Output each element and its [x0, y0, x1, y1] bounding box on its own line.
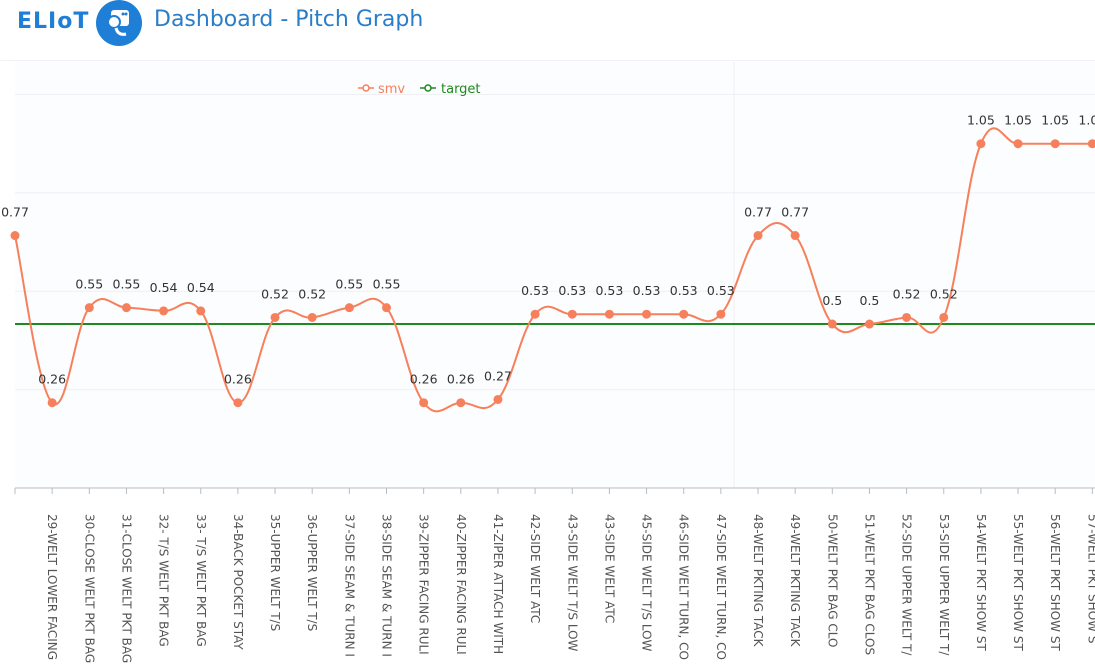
- smv-data-label: 0.26: [447, 372, 475, 387]
- x-tick-label: 33- T/S WELT PKT BAG: [194, 514, 208, 647]
- smv-point: [159, 306, 169, 316]
- smv-data-label: 0.77: [744, 205, 772, 220]
- smv-point: [716, 309, 726, 319]
- smv-point: [382, 303, 391, 313]
- smv-data-label: 0.53: [670, 283, 698, 298]
- x-tick-label: 29-WELT LOWER FACING: [45, 514, 59, 660]
- x-tick-label: 36-UPPER WELT T/S: [305, 514, 319, 631]
- x-tick-label: 34-BACK POCKET STAY: [231, 514, 245, 650]
- x-tick-label: 37-SIDE SEAM & TURN I: [342, 514, 356, 657]
- x-tick-label: 43-SIDE WELT ATC: [602, 514, 616, 623]
- smv-point: [567, 309, 577, 319]
- smv-data-label: 0.54: [187, 280, 215, 295]
- smv-point: [1013, 139, 1023, 149]
- smv-data-label: 1.05: [1004, 113, 1032, 128]
- robot-badge-icon: [96, 0, 142, 46]
- smv-point: [419, 398, 429, 408]
- smv-point: [1087, 139, 1095, 149]
- smv-data-label: 0.26: [38, 372, 66, 387]
- smv-data-label: 1.05: [1041, 113, 1069, 128]
- x-tick-label: 43-SIDE WELT T/S LOW: [565, 514, 579, 652]
- smv-point: [121, 303, 131, 313]
- x-tick-label: 54-WELT PKT SHOW ST: [974, 514, 988, 651]
- x-tick-label: 39-ZIPPER FACING RULI: [417, 514, 431, 655]
- smv-data-label: 0.55: [75, 277, 103, 292]
- header: ELIoT Dashboard - Pitch Graph: [0, 0, 1095, 61]
- smv-point: [753, 231, 763, 241]
- smv-point: [47, 398, 57, 408]
- x-tick-label: 57-WELT PKT SHOW S: [1085, 514, 1095, 643]
- plot-area: [15, 62, 1095, 488]
- smv-point: [679, 309, 689, 319]
- smv-point: [790, 231, 800, 241]
- smv-point: [10, 231, 20, 241]
- smv-data-label: 0.53: [633, 283, 661, 298]
- smv-point: [270, 312, 280, 322]
- x-tick-label: 52-SIDE UPPER WELT T/: [900, 514, 914, 656]
- smv-data-label: 0.52: [261, 286, 289, 301]
- x-tick-label: 32- T/S WELT PKT BAG: [157, 514, 171, 647]
- x-tick-label: 55-WELT PKT SHOW ST: [1011, 514, 1025, 651]
- smv-point: [939, 312, 949, 322]
- smv-point: [456, 398, 466, 408]
- x-tick-label: 30-CLOSE WELT PKT BAG: [82, 514, 96, 663]
- smv-point: [642, 309, 652, 319]
- smv-data-label: 0.55: [335, 277, 363, 292]
- x-tick-label: 46-SIDE WELT TURN, CO: [677, 514, 691, 660]
- smv-data-label: 0.5: [822, 293, 842, 308]
- smv-data-label: 0.53: [521, 283, 549, 298]
- smv-point: [307, 312, 317, 322]
- smv-point: [976, 139, 986, 149]
- smv-data-label: 0.26: [224, 372, 252, 387]
- smv-point: [530, 309, 540, 319]
- smv-data-label: 0.53: [595, 283, 623, 298]
- legend-smv-marker: [362, 84, 370, 92]
- smv-data-label: 0.77: [781, 205, 809, 220]
- smv-data-label: 0.5: [860, 293, 880, 308]
- smv-data-label: 0.54: [150, 280, 178, 295]
- smv-point: [1050, 139, 1060, 149]
- x-tick-label: 38-SIDE SEAM & TURN I: [380, 514, 394, 657]
- smv-point: [493, 394, 503, 404]
- pitch-chart: smv target 0.77 0.26 0.55 0.55 0.54 0.54 0.26 0.5…: [1, 62, 1095, 663]
- x-tick-label: 48-WELT PKTING TACK: [751, 514, 765, 648]
- smv-point: [344, 303, 354, 313]
- x-tick-label: 47-SIDE WELT TURN, CO: [714, 514, 728, 660]
- smv-data-label: 0.53: [707, 283, 735, 298]
- smv-data-label: 1.05: [1078, 113, 1095, 128]
- smv-point: [827, 319, 837, 329]
- x-tick-label: 35-UPPER WELT T/S: [268, 514, 282, 631]
- smv-point: [902, 312, 912, 322]
- smv-data-label: 0.55: [373, 277, 401, 292]
- x-tick-label: 45-SIDE WELT T/S LOW: [640, 514, 654, 652]
- x-tick-label: 53-SIDE UPPER WELT T/: [937, 514, 951, 656]
- x-tick-label: 41-ZIPER ATTACH WITH: [491, 514, 505, 654]
- legend-smv-label: smv: [378, 82, 405, 97]
- legend-target-label: target: [441, 82, 481, 97]
- smv-data-label: 0.52: [893, 286, 921, 301]
- page-title: Dashboard - Pitch Graph: [154, 7, 424, 32]
- smv-point: [84, 303, 94, 313]
- legend-target-marker: [424, 84, 432, 92]
- smv-data-label: 0.26: [410, 372, 438, 387]
- smv-data-label: 0.52: [298, 286, 326, 301]
- smv-data-label: 0.77: [1, 205, 29, 220]
- x-tick-label: 50-WELT PKT BAG CLO: [825, 514, 839, 647]
- smv-data-label: 0.53: [558, 283, 586, 298]
- smv-data-label: 0.52: [930, 286, 958, 301]
- x-tick-label: 56-WELT PKT SHOW ST: [1048, 514, 1062, 651]
- smv-data-label: 0.27: [484, 368, 512, 383]
- x-tick-label: 40-ZIPPER FACING RULI: [454, 514, 468, 655]
- smv-point: [233, 398, 243, 408]
- x-tick-label: 31-CLOSE WELT PKT BAG: [119, 514, 133, 663]
- x-tick-label: 51-WELT PKT BAG CLOS: [862, 514, 876, 655]
- x-tick-label: 49-WELT PKTING TACK: [788, 514, 802, 648]
- smv-point: [196, 306, 206, 316]
- logo-text: ELIoT: [17, 9, 90, 34]
- smv-point: [604, 309, 614, 319]
- x-tick-label: 42-SIDE WELT ATC: [528, 514, 542, 623]
- smv-point: [864, 319, 874, 329]
- smv-data-label: 1.05: [967, 113, 995, 128]
- smv-data-label: 0.55: [113, 277, 141, 292]
